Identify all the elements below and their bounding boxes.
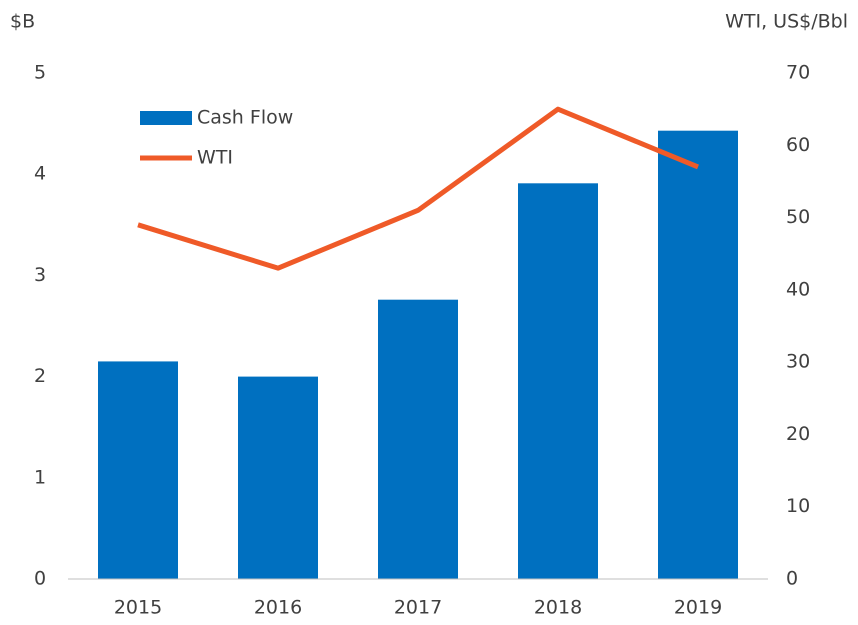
x-tick-label: 2015 [114, 597, 162, 619]
y2-tick-label: 40 [786, 278, 810, 300]
y2-tick-label: 70 [786, 62, 810, 84]
y2-axis-label: WTI, US$/Bbl [725, 11, 848, 33]
bar [518, 183, 598, 580]
y-tick-label: 4 [34, 163, 46, 185]
y-axis-label: $B [10, 11, 35, 33]
bar [98, 361, 178, 579]
y2-tick-label: 0 [786, 568, 798, 590]
y2-tick-label: 30 [786, 351, 810, 373]
y-tick-label: 0 [34, 568, 46, 590]
y-tick-label: 3 [34, 264, 46, 286]
y2-tick-label: 20 [786, 423, 810, 445]
y2-tick-label: 60 [786, 134, 810, 156]
legend-label: Cash Flow [197, 107, 293, 129]
x-tick-label: 2017 [394, 597, 442, 619]
y-tick-label: 5 [34, 62, 46, 84]
bar [658, 130, 738, 579]
bar [378, 299, 458, 579]
x-tick-label: 2019 [674, 597, 722, 619]
y2-tick-label: 10 [786, 495, 810, 517]
y2-tick-label: 50 [786, 206, 810, 228]
x-tick-label: 2016 [254, 597, 302, 619]
line [137, 106, 699, 271]
y-tick-label: 1 [34, 466, 46, 488]
legend-swatch [140, 111, 192, 125]
y-tick-label: 2 [34, 365, 46, 387]
x-tick-label: 2018 [534, 597, 582, 619]
legend-label: WTI [197, 147, 233, 169]
bar [238, 376, 318, 579]
